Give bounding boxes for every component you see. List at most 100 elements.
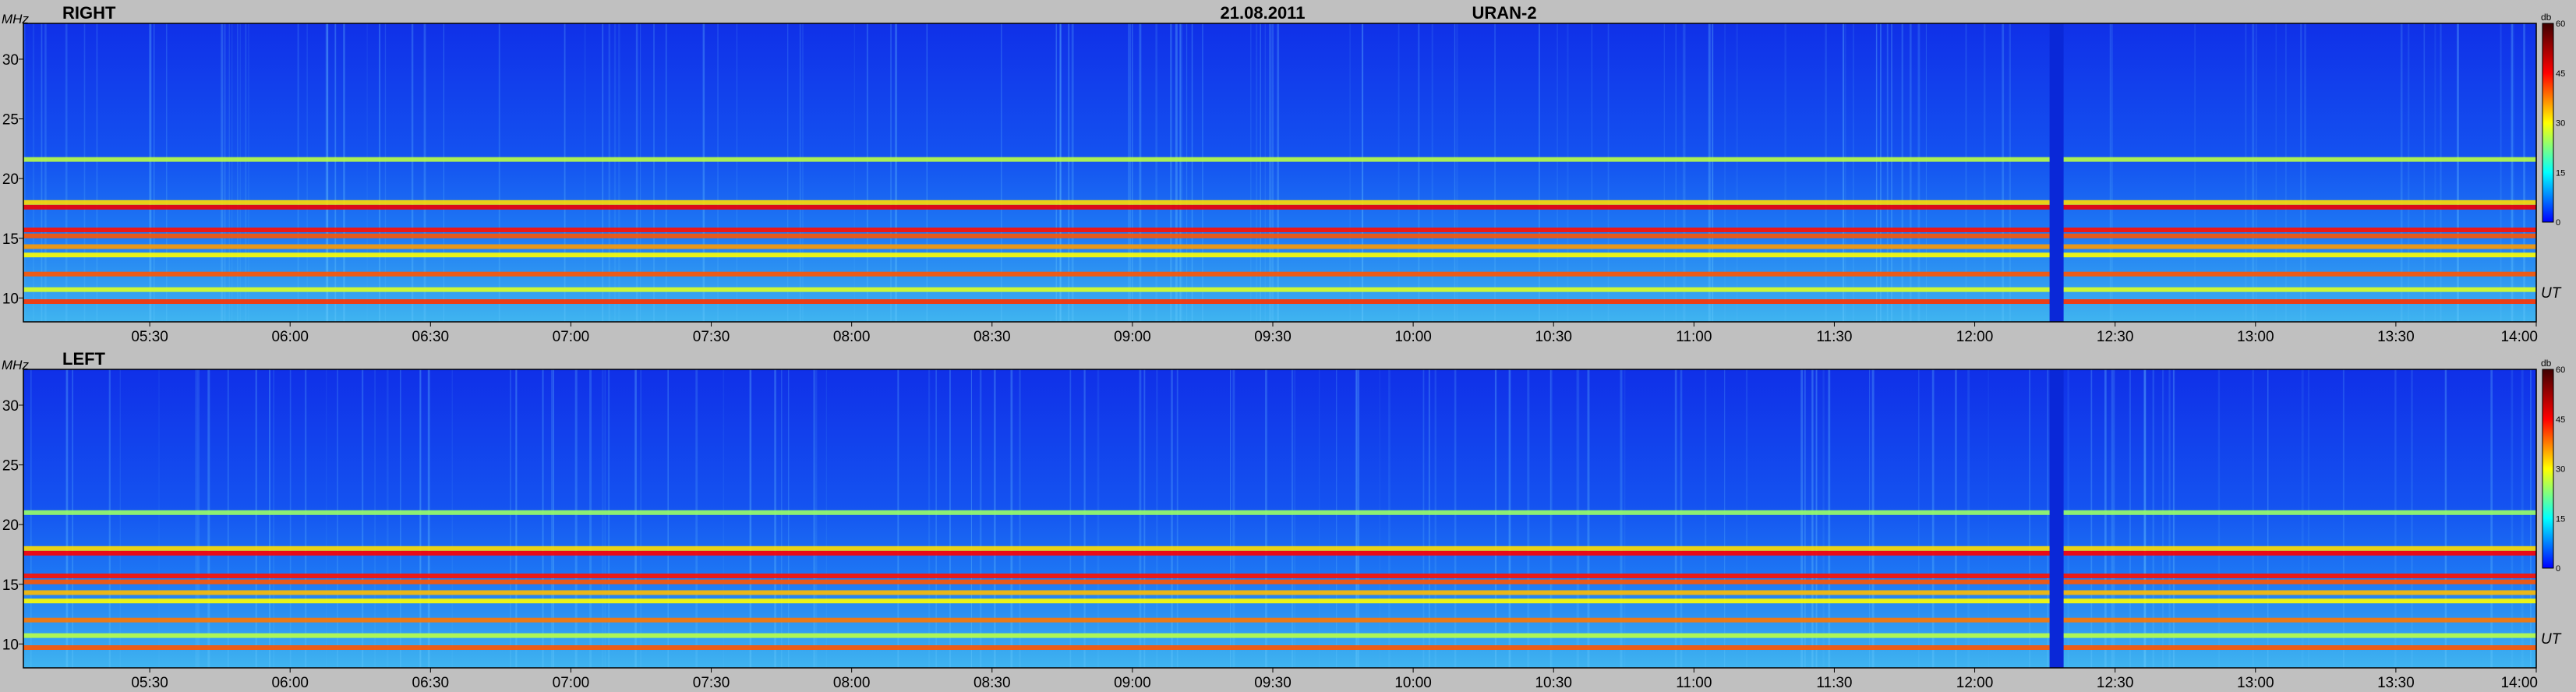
interference-streak	[636, 23, 638, 322]
interference-streak	[635, 23, 637, 322]
interference-streak	[197, 369, 200, 668]
interference-streak	[1984, 23, 1986, 322]
interference-streak	[1988, 369, 1989, 668]
interference-streak	[1256, 23, 1258, 322]
interference-streak	[1129, 23, 1131, 322]
emission-band	[23, 204, 2536, 210]
interference-streak	[1736, 23, 1738, 322]
interference-streak	[72, 369, 73, 668]
interference-streak	[2255, 23, 2257, 322]
interference-streak	[1250, 23, 1252, 322]
interference-streak	[427, 369, 430, 668]
interference-streak	[695, 369, 698, 668]
interference-streak	[1675, 23, 1677, 322]
interference-streak	[1965, 23, 1967, 322]
x-tick-label: 09:00	[1114, 329, 1151, 345]
emission-band	[23, 598, 2536, 604]
x-tick-label: 12:00	[1956, 329, 1994, 345]
interference-streak	[2408, 23, 2410, 322]
interference-streak	[1925, 23, 1927, 322]
interference-streak	[325, 23, 328, 322]
interference-streak	[2129, 369, 2131, 668]
interference-streak	[552, 369, 554, 668]
interference-streak	[1291, 369, 1294, 668]
x-tick-label: 10:00	[1394, 675, 1432, 691]
interference-streak	[1967, 369, 1970, 668]
interference-streak	[2511, 23, 2513, 322]
interference-streak	[2252, 23, 2255, 322]
interference-streak	[897, 369, 899, 668]
interference-streak	[374, 369, 376, 668]
x-tick-label: 12:30	[2097, 329, 2134, 345]
interference-streak	[510, 369, 511, 668]
interference-streak	[1891, 23, 1893, 322]
data-gap	[2049, 23, 2064, 322]
interference-streak	[237, 23, 239, 322]
interference-streak	[2301, 369, 2304, 668]
interference-streak	[1398, 23, 1400, 322]
interference-streak	[1264, 23, 1266, 322]
interference-streak	[1871, 369, 1875, 668]
data-gap	[2049, 369, 2064, 668]
interference-streak	[574, 369, 578, 668]
interference-streak	[665, 23, 667, 322]
interference-streak	[2029, 369, 2030, 668]
interference-streak	[1139, 369, 1142, 668]
interference-streak	[1880, 23, 1882, 322]
interference-streak	[801, 23, 804, 322]
interference-streak	[2440, 23, 2442, 322]
emission-band	[23, 252, 2536, 258]
interference-streak	[411, 23, 414, 322]
interference-streak	[195, 369, 198, 668]
interference-streak	[1349, 23, 1351, 322]
interference-streak	[1680, 369, 1683, 668]
interference-streak	[1139, 23, 1142, 322]
emission-band	[23, 617, 2536, 623]
x-tick-label: 12:30	[2097, 675, 2134, 691]
interference-streak	[702, 23, 705, 322]
interference-streak	[227, 369, 229, 668]
interference-streak	[2285, 23, 2287, 322]
interference-streak	[1270, 23, 1273, 322]
interference-streak	[1084, 369, 1086, 668]
interference-streak	[994, 369, 996, 668]
interference-streak	[589, 369, 592, 668]
interference-streak	[158, 369, 160, 668]
interference-streak	[1355, 369, 1358, 668]
interference-streak	[387, 369, 389, 668]
interference-streak	[1539, 23, 1540, 322]
interference-streak	[1336, 369, 1337, 668]
interference-streak	[1724, 369, 1726, 668]
y-tick-label: 30	[2, 52, 19, 69]
interference-streak	[2194, 23, 2196, 322]
emission-band	[23, 590, 2536, 595]
interference-streak	[1071, 23, 1074, 322]
y-tick-label: 20	[2, 517, 19, 534]
interference-streak	[327, 23, 329, 322]
interference-streak	[1456, 23, 1458, 322]
interference-streak	[2009, 23, 2011, 322]
interference-streak	[634, 369, 637, 668]
interference-streak	[2457, 23, 2459, 322]
interference-streak	[228, 23, 230, 322]
interference-streak	[23, 23, 26, 322]
interference-streak	[1901, 23, 1903, 322]
emission-band	[23, 287, 2536, 292]
x-axis-unit: UT	[2541, 285, 2562, 302]
interference-streak	[239, 23, 241, 322]
interference-streak	[223, 23, 226, 322]
x-tick-label: 11:00	[1676, 329, 1712, 345]
interference-streak	[1232, 369, 1235, 668]
interference-streak	[2112, 369, 2115, 668]
emission-band	[23, 299, 2536, 304]
interference-streak	[96, 23, 98, 322]
interference-streak	[379, 23, 380, 322]
date-label: 21.08.2011	[1221, 3, 1306, 23]
interference-streak	[1724, 23, 1726, 322]
interference-streak	[2530, 369, 2532, 668]
interference-streak	[2511, 369, 2514, 668]
x-tick-label: 14:00	[2500, 329, 2538, 345]
interference-streak	[149, 23, 152, 322]
interference-streak	[717, 23, 719, 322]
interference-streak	[2275, 23, 2277, 322]
